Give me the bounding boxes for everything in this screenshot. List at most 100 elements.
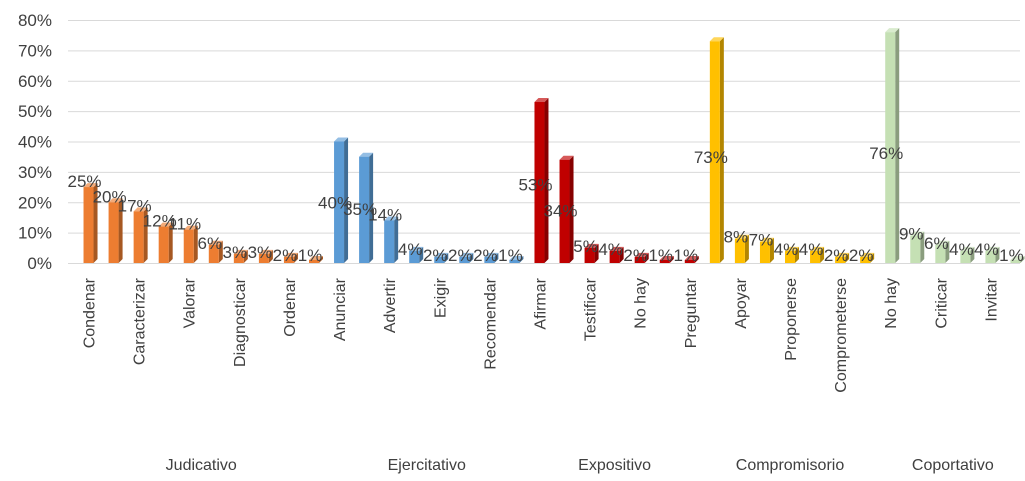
bar [183, 225, 198, 263]
y-tick-label: 50% [18, 102, 52, 121]
bar [835, 252, 850, 263]
bar-data-label: 14% [368, 205, 402, 224]
bar [334, 137, 349, 263]
group-label: Ejercitativo [388, 457, 466, 474]
y-tick-label: 30% [18, 163, 52, 182]
category-labels: Condenar Caracterizar Valorar Diagnosticar O… [82, 277, 1001, 392]
bar-data-label: 1% [674, 246, 699, 265]
bar-data-label: 3% [223, 243, 248, 262]
bar-data-label: 2% [824, 246, 849, 265]
category-label: Apoyar [733, 277, 750, 328]
category-label: Criticar [933, 277, 950, 328]
bar-data-label: 2% [423, 246, 448, 265]
bar [434, 252, 449, 263]
bars [83, 28, 1025, 264]
bar [384, 216, 399, 263]
group-label: Coportativo [912, 457, 994, 474]
data-labels: 25%20%17%12%11%6% 3% 3% 2% 1%40%35%14%4% 2% 2%… [68, 144, 1024, 265]
bar [208, 240, 223, 263]
category-label: Afirmar [532, 277, 549, 329]
bar [509, 255, 524, 263]
bar [910, 231, 925, 263]
bar-data-label: 17% [118, 196, 152, 215]
category-label: Advertir [382, 277, 399, 333]
bar-data-label: 5% [573, 237, 598, 256]
y-axis-ticks: 0% 10% 20% 30% 40% 50% 60% 70% 80% [18, 11, 52, 273]
bar-data-label: 2% [273, 246, 298, 265]
bar-data-label: 35% [343, 200, 377, 219]
category-label: Recomendar [482, 277, 499, 369]
bar-data-label: 2% [473, 246, 498, 265]
bar-data-label: 1% [999, 246, 1024, 265]
bar-data-label: 2% [623, 246, 648, 265]
y-tick-label: 40% [18, 133, 52, 152]
bar-data-label: 2% [448, 246, 473, 265]
bar [233, 249, 248, 263]
bar [459, 252, 474, 263]
bar-data-label: 8% [724, 228, 749, 247]
category-label: Exigir [432, 277, 449, 318]
bar-data-label: 4% [949, 240, 974, 259]
bar [1010, 255, 1025, 263]
bar-data-label: 2% [849, 246, 874, 265]
category-label: Condenar [82, 277, 99, 348]
y-tick-label: 10% [18, 224, 52, 243]
bar-data-label: 4% [774, 240, 799, 259]
bar [734, 234, 749, 263]
bar-data-label: 9% [899, 225, 924, 244]
y-tick-label: 70% [18, 41, 52, 60]
bar-data-label: 12% [143, 212, 177, 231]
category-label: No hay [633, 278, 650, 329]
bar-data-label: 20% [93, 187, 127, 206]
bar [158, 222, 173, 263]
bar [359, 152, 374, 263]
category-label: Caracterizar [132, 277, 149, 365]
bar [409, 246, 424, 263]
bar [659, 255, 674, 263]
bar-data-label: 40% [318, 193, 352, 212]
bar [759, 237, 774, 263]
bar [985, 246, 1000, 263]
group-label: Expositivo [578, 457, 651, 474]
bar [283, 252, 298, 263]
bar [684, 255, 699, 263]
bar [609, 246, 624, 263]
bar-data-label: 76% [869, 144, 903, 163]
bar [584, 243, 599, 263]
bar [559, 155, 574, 263]
category-label: No hay [883, 278, 900, 329]
bar [83, 183, 98, 263]
bar [108, 198, 123, 263]
category-label: Ordenar [282, 277, 299, 336]
bar [885, 28, 900, 264]
y-tick-label: 80% [18, 11, 52, 30]
bar-data-label: 3% [248, 243, 273, 262]
bar-data-label: 6% [924, 234, 949, 253]
bar [785, 246, 799, 263]
bar-data-label: 25% [68, 172, 102, 191]
y-tick-label: 20% [18, 193, 52, 212]
bar [709, 37, 724, 264]
bar [860, 252, 875, 263]
category-label: Diagnosticar [232, 277, 249, 367]
category-label: Testificar [583, 277, 600, 341]
bar-data-label: 1% [648, 246, 673, 265]
bar-data-label: 73% [694, 148, 728, 167]
category-label: Anunciar [332, 277, 349, 341]
bar-data-label: 4% [974, 240, 999, 259]
bar-data-label: 4% [799, 240, 824, 259]
group-label: Judicativo [166, 457, 237, 474]
bar [133, 207, 148, 263]
group-label: Compromisorio [736, 457, 845, 474]
bar [484, 252, 499, 263]
category-label: Comprometerse [833, 278, 850, 393]
group-labels: Judicativo Ejercitativo Expositivo Compromi… [166, 457, 994, 474]
y-tick-label: 60% [18, 72, 52, 91]
bar [935, 240, 950, 263]
category-label: Proponerse [783, 278, 800, 361]
bar-data-label: 7% [749, 231, 774, 250]
category-label: Invitar [983, 277, 1000, 321]
bar-data-label: 53% [518, 176, 552, 195]
